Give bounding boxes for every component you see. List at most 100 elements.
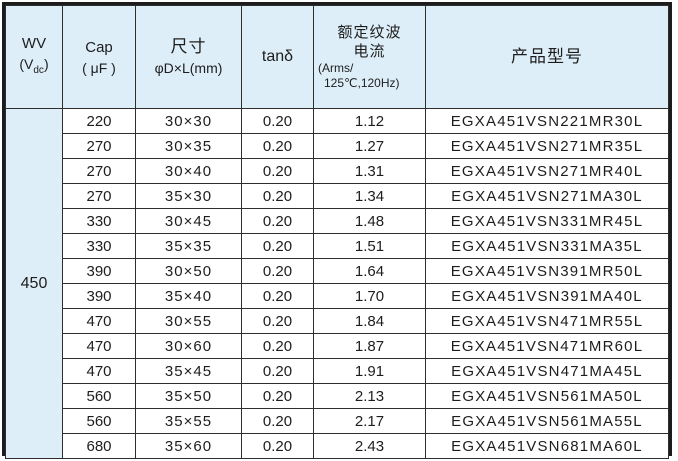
- size-cell: 35×50: [135, 383, 242, 409]
- tan-delta-cell: 0.20: [241, 233, 314, 259]
- size-cell: 30×30: [135, 108, 242, 134]
- cap-cell: 390: [62, 283, 136, 309]
- ripple-current-cell: 1.70: [313, 283, 426, 309]
- part-number-cell: EGXA451VSN391MA40L: [425, 283, 669, 309]
- part-number-cell: EGXA451VSN681MA60L: [425, 433, 669, 459]
- tan-delta-cell: 0.20: [241, 108, 314, 134]
- table-row: 560 35×50 0.20 2.13 EGXA451VSN561MA50L: [6, 383, 669, 409]
- size-cell: 35×30: [135, 183, 242, 209]
- cap-cell: 560: [62, 383, 136, 409]
- header-row: WV (Vdc) Cap ( μF ) 尺寸 φD×L(mm) tanδ 额定纹…: [5, 5, 669, 109]
- cap-header-unit: ( μF ): [82, 59, 116, 76]
- tan-delta-cell: 0.20: [241, 208, 314, 234]
- ripple-current-cell: 1.27: [313, 133, 426, 159]
- tan-delta-header-label: tanδ: [261, 48, 294, 65]
- part-number-cell: EGXA451VSN471MA45L: [425, 358, 669, 384]
- size-cell: 35×35: [135, 233, 242, 259]
- cap-cell: 270: [62, 133, 136, 159]
- part-number-header-label: 产品型号: [511, 47, 583, 66]
- table-body: 450 220 30×30 0.20 1.12 EGXA451VSN221MR3…: [5, 108, 669, 459]
- part-number-cell: EGXA451VSN221MR30L: [425, 108, 669, 134]
- part-number-cell: EGXA451VSN391MR50L: [425, 258, 669, 284]
- table-row: 270 30×40 0.20 1.31 EGXA451VSN271MR40L: [6, 158, 669, 184]
- size-cell: 30×55: [135, 308, 242, 334]
- ripple-header-line1: 额定纹波: [337, 24, 402, 41]
- part-number-cell: EGXA451VSN471MR60L: [425, 333, 669, 359]
- tan-delta-cell: 0.20: [241, 358, 314, 384]
- ripple-current-cell: 1.91: [313, 358, 426, 384]
- part-number-cell: EGXA451VSN561MA55L: [425, 408, 669, 434]
- size-cell: 35×55: [135, 408, 242, 434]
- wv-value-cell: 450: [5, 108, 63, 459]
- ripple-header-unit1: (Arms/: [318, 61, 354, 75]
- tan-delta-cell: 0.20: [241, 333, 314, 359]
- part-number-cell: EGXA451VSN331MR45L: [425, 208, 669, 234]
- table-row: 270 35×30 0.20 1.34 EGXA451VSN271MA30L: [6, 183, 669, 209]
- part-number-cell: EGXA451VSN331MA35L: [425, 233, 669, 259]
- ripple-current-cell: 2.13: [313, 383, 426, 409]
- part-number-cell: EGXA451VSN271MR35L: [425, 133, 669, 159]
- size-cell: 35×60: [135, 433, 242, 459]
- table-row: 470 30×60 0.20 1.87 EGXA451VSN471MR60L: [6, 333, 669, 359]
- ripple-current-cell: 1.51: [313, 233, 426, 259]
- ripple-current-cell: 1.34: [313, 183, 426, 209]
- part-number-cell: EGXA451VSN271MA30L: [425, 183, 669, 209]
- ripple-header-line2: 电流: [353, 43, 386, 60]
- tan-delta-cell: 0.20: [241, 433, 314, 459]
- table-row: 330 30×45 0.20 1.48 EGXA451VSN331MR45L: [6, 208, 669, 234]
- cap-cell: 560: [62, 408, 136, 434]
- tan-delta-cell: 0.20: [241, 383, 314, 409]
- wv-header-unit: (Vdc): [19, 56, 49, 76]
- cap-cell: 470: [62, 333, 136, 359]
- cap-cell: 470: [62, 358, 136, 384]
- cap-header-label: Cap: [85, 38, 113, 56]
- table-header: WV (Vdc) Cap ( μF ) 尺寸 φD×L(mm) tanδ 额定纹…: [5, 5, 669, 109]
- tan-delta-cell: 0.20: [241, 408, 314, 434]
- size-cell: 30×50: [135, 258, 242, 284]
- size-header-label: 尺寸: [170, 37, 207, 56]
- wv-header: WV (Vdc): [5, 5, 63, 109]
- part-number-cell: EGXA451VSN561MA50L: [425, 383, 669, 409]
- cap-cell: 270: [62, 183, 136, 209]
- tan-delta-cell: 0.20: [241, 133, 314, 159]
- ripple-current-cell: 1.12: [313, 108, 426, 134]
- tan-delta-cell: 0.20: [241, 258, 314, 284]
- part-number-cell: EGXA451VSN471MR55L: [425, 308, 669, 334]
- ripple-current-cell: 2.17: [313, 408, 426, 434]
- tan-delta-cell: 0.20: [241, 308, 314, 334]
- table-row: 450 220 30×30 0.20 1.12 EGXA451VSN221MR3…: [5, 108, 669, 459]
- table-row: 330 35×35 0.20 1.51 EGXA451VSN331MA35L: [6, 233, 669, 259]
- part-number-cell: EGXA451VSN271MR40L: [425, 158, 669, 184]
- cap-cell: 390: [62, 258, 136, 284]
- tan-delta-cell: 0.20: [241, 283, 314, 309]
- size-cell: 35×40: [135, 283, 242, 309]
- cap-cell: 330: [62, 208, 136, 234]
- cap-header: Cap ( μF ): [62, 5, 136, 109]
- cap-cell: 330: [62, 233, 136, 259]
- size-cell: 30×35: [135, 133, 242, 159]
- cap-cell: 680: [62, 433, 136, 459]
- spec-table-container: WV (Vdc) Cap ( μF ) 尺寸 φD×L(mm) tanδ 额定纹…: [2, 2, 672, 459]
- size-cell: 30×45: [135, 208, 242, 234]
- table-row: 270 30×35 0.20 1.27 EGXA451VSN271MR35L: [6, 133, 669, 159]
- tan-delta-cell: 0.20: [241, 158, 314, 184]
- ripple-current-cell: 1.87: [313, 333, 426, 359]
- part-number-header: 产品型号: [425, 5, 669, 109]
- table-row: 390 30×50 0.20 1.64 EGXA451VSN391MR50L: [6, 258, 669, 284]
- ripple-current-cell: 2.43: [313, 433, 426, 459]
- size-cell: 35×45: [135, 358, 242, 384]
- ripple-current-cell: 1.48: [313, 208, 426, 234]
- ripple-current-cell: 1.84: [313, 308, 426, 334]
- ripple-current-cell: 1.31: [313, 158, 426, 184]
- cap-cell: 220: [62, 108, 136, 134]
- size-header-unit: φD×L(mm): [154, 60, 223, 76]
- tan-delta-cell: 0.20: [241, 183, 314, 209]
- table-row: 390 35×40 0.20 1.70 EGXA451VSN391MA40L: [6, 283, 669, 309]
- ripple-header-unit2: 125℃,120Hz): [324, 76, 400, 90]
- ripple-current-cell: 1.64: [313, 258, 426, 284]
- size-cell: 30×60: [135, 333, 242, 359]
- table-row: 560 35×55 0.20 2.17 EGXA451VSN561MA55L: [6, 408, 669, 434]
- cap-cell: 470: [62, 308, 136, 334]
- capacitor-spec-table: WV (Vdc) Cap ( μF ) 尺寸 φD×L(mm) tanδ 额定纹…: [5, 5, 669, 459]
- size-header: 尺寸 φD×L(mm): [135, 5, 242, 109]
